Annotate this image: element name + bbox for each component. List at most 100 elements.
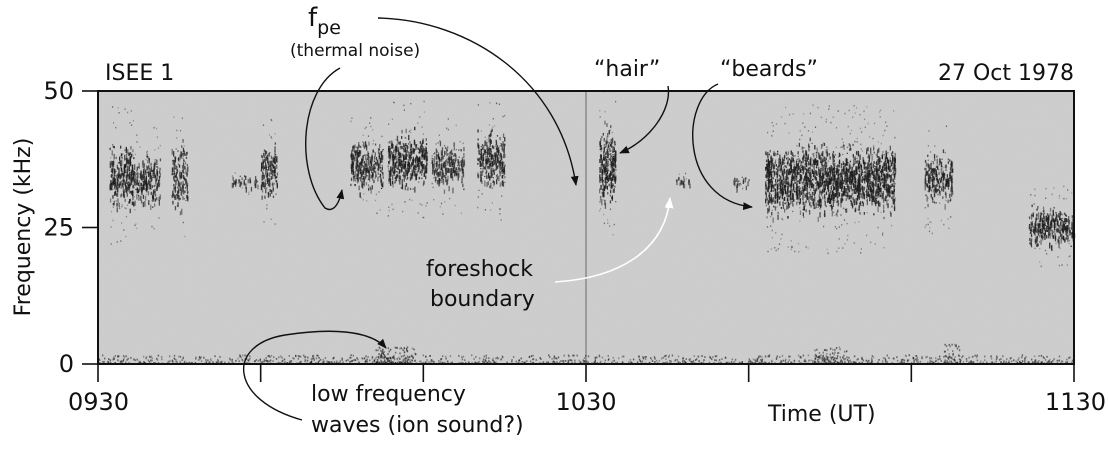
emission-speck	[809, 137, 811, 142]
emission-outlier	[146, 151, 148, 154]
emission-outlier	[834, 214, 836, 216]
emission-speck	[1034, 232, 1036, 236]
emission-speck	[180, 189, 182, 191]
emission-speck	[850, 199, 852, 202]
emission-speck	[828, 178, 830, 183]
emission-speck	[766, 167, 769, 174]
emission-outlier	[420, 177, 422, 180]
emission-speck	[249, 180, 252, 184]
emission-speck	[175, 165, 177, 169]
emission-speck	[859, 211, 861, 215]
emission-speck	[496, 150, 498, 154]
emission-speck	[771, 160, 773, 166]
emission-outlier	[438, 171, 440, 174]
emission-speck	[744, 177, 747, 183]
emission-speck	[803, 205, 805, 211]
emission-speck	[358, 177, 361, 180]
emission-outlier	[175, 148, 177, 150]
emission-speck	[442, 170, 444, 174]
emission-speck	[862, 178, 864, 181]
emission-speck	[768, 173, 770, 176]
emission-speck	[152, 196, 155, 199]
emission-speck	[146, 182, 148, 188]
emission-speck	[503, 148, 505, 155]
emission-outlier	[421, 177, 423, 180]
emission-outlier	[270, 218, 272, 220]
emission-speck	[152, 170, 154, 174]
emission-speck	[421, 142, 423, 148]
emission-outlier	[935, 202, 937, 204]
emission-speck	[391, 166, 393, 172]
emission-speck	[769, 179, 771, 182]
emission-speck	[778, 164, 780, 167]
emission-speck	[610, 153, 612, 158]
emission-speck	[877, 149, 879, 154]
emission-speck	[613, 187, 615, 193]
emission-speck	[944, 177, 946, 181]
emission-speck	[800, 164, 802, 169]
emission-speck	[460, 160, 462, 166]
emission-outlier	[814, 126, 817, 128]
emission-speck	[181, 172, 183, 178]
emission-speck	[265, 164, 268, 168]
emission-speck	[819, 196, 821, 203]
emission-speck	[393, 149, 395, 153]
emission-speck	[374, 152, 376, 157]
emission-outlier	[127, 111, 129, 114]
emission-speck	[773, 167, 775, 172]
emission-speck	[365, 154, 367, 160]
emission-speck	[502, 133, 505, 138]
emission-speck	[488, 165, 490, 169]
emission-speck	[863, 166, 865, 170]
emission-speck	[795, 178, 797, 181]
emission-speck	[241, 177, 243, 181]
emission-speck	[778, 191, 780, 194]
emission-speck	[356, 160, 358, 166]
emission-speck	[608, 174, 610, 178]
emission-speck	[503, 154, 505, 159]
emission-speck	[477, 174, 479, 179]
emission-speck	[504, 164, 506, 168]
emission-outlier	[875, 194, 877, 197]
emission-speck	[127, 159, 129, 165]
emission-speck	[352, 163, 354, 168]
emission-speck	[126, 159, 128, 164]
emission-outlier	[500, 219, 502, 221]
emission-speck	[858, 167, 860, 172]
emission-speck	[809, 189, 812, 191]
emission-outlier	[863, 164, 866, 166]
emission-outlier	[156, 136, 158, 138]
emission-speck	[352, 153, 354, 157]
emission-outlier	[491, 187, 493, 189]
emission-outlier	[767, 250, 769, 253]
emission-speck	[784, 208, 786, 213]
emission-speck	[175, 175, 177, 178]
emission-speck	[127, 182, 129, 187]
emission-outlier	[117, 107, 119, 109]
emission-outlier	[139, 146, 141, 148]
emission-speck	[835, 184, 837, 187]
emission-speck	[811, 158, 813, 162]
emission-outlier	[882, 151, 884, 153]
emission-speck	[501, 156, 503, 161]
emission-speck	[780, 207, 782, 209]
emission-speck	[778, 188, 780, 190]
emission-speck	[822, 144, 824, 147]
emission-speck	[824, 201, 826, 206]
emission-speck	[439, 170, 441, 177]
emission-speck	[875, 190, 877, 196]
emission-speck	[927, 190, 929, 192]
emission-outlier	[853, 105, 855, 107]
emission-outlier	[866, 234, 868, 237]
emission-speck	[783, 181, 785, 184]
emission-speck	[176, 169, 178, 171]
emission-speck	[420, 143, 422, 147]
emission-speck	[420, 147, 422, 153]
emission-outlier	[153, 172, 156, 175]
emission-speck	[787, 151, 789, 155]
emission-speck	[406, 168, 408, 174]
emission-speck	[154, 198, 156, 202]
emission-outlier	[361, 141, 364, 143]
emission-speck	[378, 152, 381, 158]
emission-speck	[112, 203, 114, 206]
